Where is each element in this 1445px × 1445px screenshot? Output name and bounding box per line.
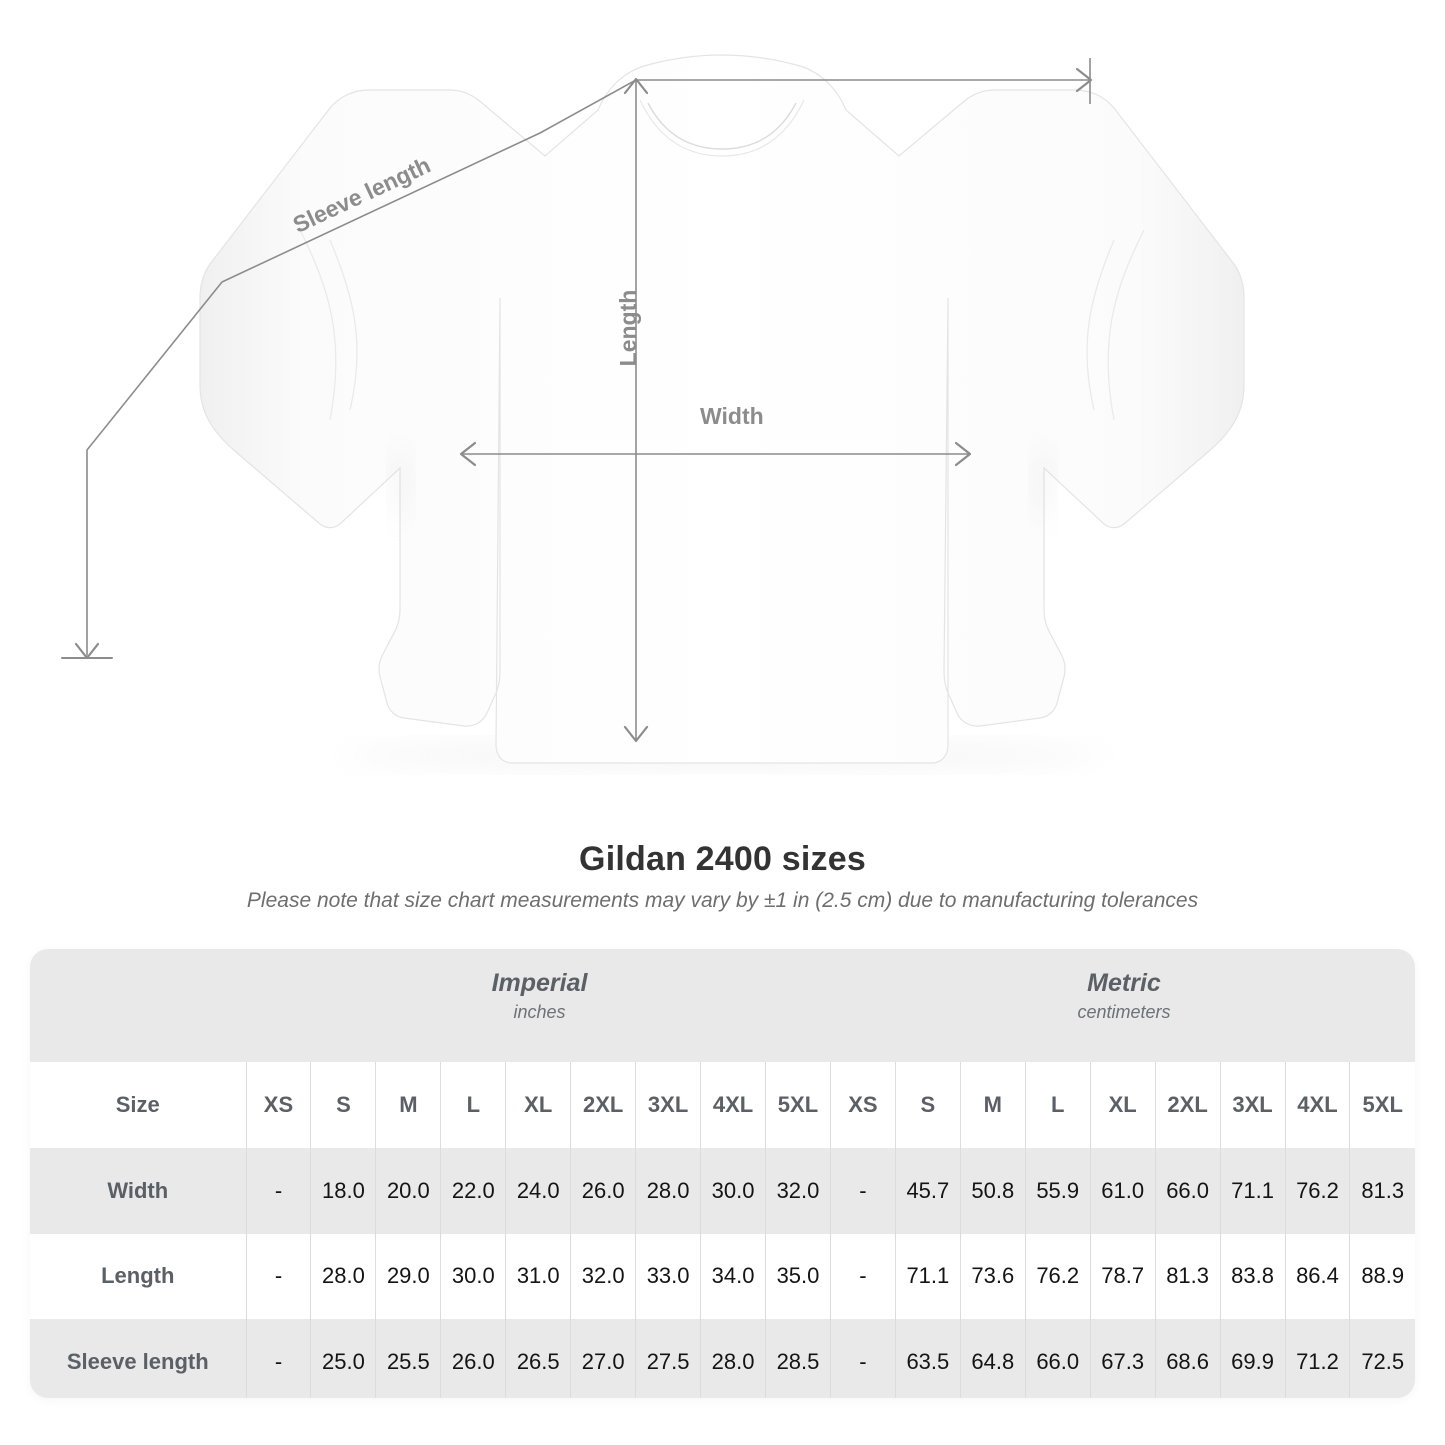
svg-text:Length: Length [615,290,641,367]
svg-text:Width: Width [700,403,764,429]
